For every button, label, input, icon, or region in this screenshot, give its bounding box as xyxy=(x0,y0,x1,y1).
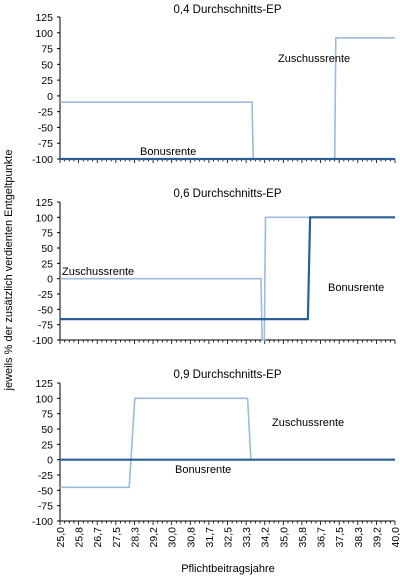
x-tick-label: 39,2 xyxy=(371,527,383,548)
y-tick-label: 100 xyxy=(35,28,53,40)
y-tick-label: 0 xyxy=(47,455,53,467)
x-tick-label: 38,3 xyxy=(353,527,365,548)
x-tick-label: 29,2 xyxy=(148,527,160,548)
y-tick-label: 75 xyxy=(41,44,53,56)
y-tick-label: -25 xyxy=(38,470,53,482)
x-tick-label: 35,0 xyxy=(278,527,290,548)
y-tick-label: 100 xyxy=(35,212,53,224)
y-tick-label: 75 xyxy=(41,409,53,421)
chart-panel-2: 0,6 Durchschnitts-EP -100 -75 -50 -25 0 25 50 75… xyxy=(32,188,396,347)
x-tick-label: 40,0 xyxy=(390,527,400,548)
series-annotation: Bonusrente xyxy=(328,282,384,294)
x-tick-label: 26,7 xyxy=(92,527,104,548)
y-tick-label: 100 xyxy=(35,393,53,405)
x-tick-label: 33,3 xyxy=(241,527,253,548)
y-tick-label: 125 xyxy=(35,378,53,390)
x-tick-label: 31,7 xyxy=(204,527,216,548)
series-annotation: Zuschussrente xyxy=(62,266,134,278)
x-tick-label: 34,2 xyxy=(260,527,272,548)
y-tick-label: -75 xyxy=(38,138,53,150)
y-tick-label: 125 xyxy=(35,12,53,24)
x-tick-label: 28,3 xyxy=(129,527,141,548)
x-tick-label: 27,5 xyxy=(111,527,123,548)
y-tick-label: -50 xyxy=(38,122,53,134)
y-tick-label: -25 xyxy=(38,289,53,301)
y-axis-title: jeweils % der zusätzlich verdienten Entg… xyxy=(3,150,15,392)
x-tick-label: 37,5 xyxy=(334,527,346,548)
panel-title: 0,6 Durchschnitts-EP xyxy=(173,188,281,200)
y-tick-label: -75 xyxy=(38,501,53,513)
y-tick-label: 25 xyxy=(41,439,53,451)
x-tick-label: 35,8 xyxy=(297,527,309,548)
x-tick-label: 36,7 xyxy=(316,527,328,548)
chart-panels: 0,4 Durchschnitts-EP -100 -75 -50 -25 0 25 50 75… xyxy=(32,4,400,547)
y-tick-label: 25 xyxy=(41,258,53,270)
y-tick-label: -50 xyxy=(38,485,53,497)
panel-title: 0,9 Durchschnitts-EP xyxy=(173,369,281,381)
y-tick-label: -100 xyxy=(32,335,53,347)
x-axis-title: Pflichtbeitragsjahre xyxy=(181,563,275,575)
y-tick-label: 25 xyxy=(41,75,53,87)
x-tick-label: 32,5 xyxy=(223,527,235,548)
series-line-bonusrente xyxy=(60,216,395,321)
series-annotation: Bonusrente xyxy=(175,464,231,476)
y-tick-label: 125 xyxy=(35,197,53,209)
y-tick-label: -75 xyxy=(38,320,53,332)
panel-title: 0,4 Durchschnitts-EP xyxy=(173,4,281,16)
y-tick-label: -100 xyxy=(32,154,53,166)
x-tick-label: 30,0 xyxy=(167,527,179,548)
y-tick-label: 75 xyxy=(41,228,53,240)
y-tick-label: -100 xyxy=(32,516,53,528)
x-tick-label: 30,8 xyxy=(185,527,197,548)
y-tick-label: 0 xyxy=(47,91,53,103)
series-annotation: Zuschussrente xyxy=(278,53,350,65)
chart-panel-3: 0,9 Durchschnitts-EP -100 -75 -50 -25 0 25 50 75… xyxy=(32,369,400,547)
y-tick-label: 50 xyxy=(41,59,53,71)
y-tick-label: -50 xyxy=(38,304,53,316)
x-tick-label: 25,8 xyxy=(74,527,86,548)
y-tick-label: 50 xyxy=(41,424,53,436)
y-tick-label: 0 xyxy=(47,274,53,286)
series-annotation: Zuschussrente xyxy=(272,417,344,429)
y-tick-label: -25 xyxy=(38,107,53,119)
series-annotation: Bonusrente xyxy=(140,146,196,158)
series-line-zuschussrente xyxy=(60,216,395,341)
x-tick-label: 25,0 xyxy=(55,527,67,548)
chart-panel-1: 0,4 Durchschnitts-EP -100 -75 -50 -25 0 25 50 75… xyxy=(32,4,396,166)
y-tick-label: 50 xyxy=(41,243,53,255)
